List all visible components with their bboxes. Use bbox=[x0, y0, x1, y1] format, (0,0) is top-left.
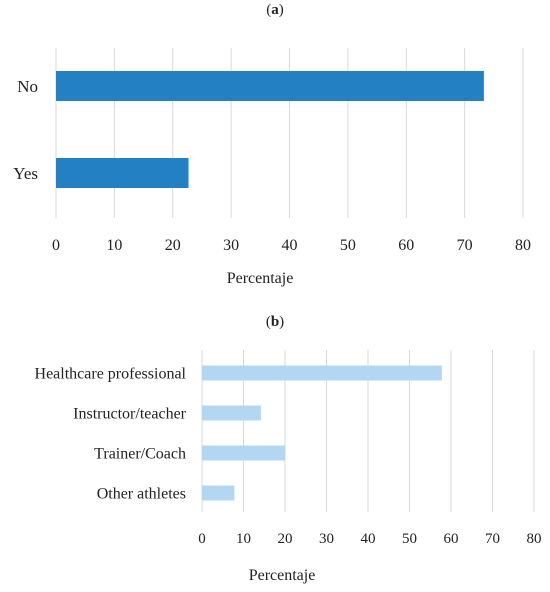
panel-a: (a) 0 10 20 30 40 50 60 70 80 No Yes Percentaje bbox=[13, 2, 531, 287]
chart-a-x-tick-label: 10 bbox=[106, 237, 122, 254]
chart-a-x-tick-label: 70 bbox=[457, 237, 473, 254]
chart-b-x-tick-label: 70 bbox=[485, 531, 500, 547]
chart-b-category-label: Other athletes bbox=[97, 486, 186, 503]
chart-b-x-tick-label: 80 bbox=[527, 531, 542, 547]
chart-a-x-tick-label: 60 bbox=[398, 237, 414, 254]
chart-b-category-label: Trainer/Coach bbox=[94, 446, 186, 463]
chart-b-x-tick-label: 50 bbox=[402, 531, 417, 547]
chart-b: 0 10 20 30 40 50 60 70 80 Healthcare professional… bbox=[35, 350, 542, 547]
panel-b: (b) 0 10 20 30 40 50 60 70 80 Healthcare professi… bbox=[0, 308, 550, 592]
chart-b-category-label: Instructor/teacher bbox=[73, 406, 187, 423]
chart-b-x-tick-label: 20 bbox=[278, 531, 293, 547]
chart-a-x-tick-label: 80 bbox=[515, 237, 531, 254]
chart-a-x-tick-label: 20 bbox=[165, 237, 181, 254]
chart-b-bar bbox=[202, 405, 261, 421]
panel-a-letter: a bbox=[271, 2, 279, 18]
chart-a-category-label: Yes bbox=[13, 164, 38, 183]
panel-b-letter: b bbox=[270, 314, 280, 330]
chart-b-x-tick-label: 10 bbox=[236, 531, 251, 547]
chart-b-x-tick-label: 40 bbox=[361, 531, 376, 547]
chart-b-xlabel: Percentaje bbox=[248, 567, 316, 584]
chart-a-x-tick-label: 40 bbox=[282, 237, 298, 254]
chart-a-x-tick-label: 50 bbox=[340, 237, 356, 254]
chart-a: 0 10 20 30 40 50 60 70 80 No Yes bbox=[13, 48, 531, 254]
chart-b-x-tick-label: 60 bbox=[444, 531, 459, 547]
chart-a-category-label: No bbox=[17, 77, 38, 96]
chart-a-x-tick-label: 0 bbox=[52, 237, 60, 254]
chart-a-bar bbox=[56, 158, 189, 188]
chart-b-x-tick-label: 0 bbox=[198, 531, 206, 547]
chart-b-category-label: Healthcare professional bbox=[35, 366, 187, 383]
chart-a-xlabel: Percentaje bbox=[226, 270, 294, 287]
chart-b-bar bbox=[202, 365, 442, 381]
chart-b-bar bbox=[202, 485, 235, 501]
panel-b-label: (b) bbox=[265, 314, 285, 330]
chart-b-x-tick-label: 30 bbox=[319, 531, 334, 547]
panel-a-label: (a) bbox=[266, 2, 284, 18]
chart-b-bar bbox=[202, 445, 285, 461]
chart-a-x-tick-label: 30 bbox=[223, 237, 239, 254]
chart-a-bar bbox=[56, 71, 484, 101]
